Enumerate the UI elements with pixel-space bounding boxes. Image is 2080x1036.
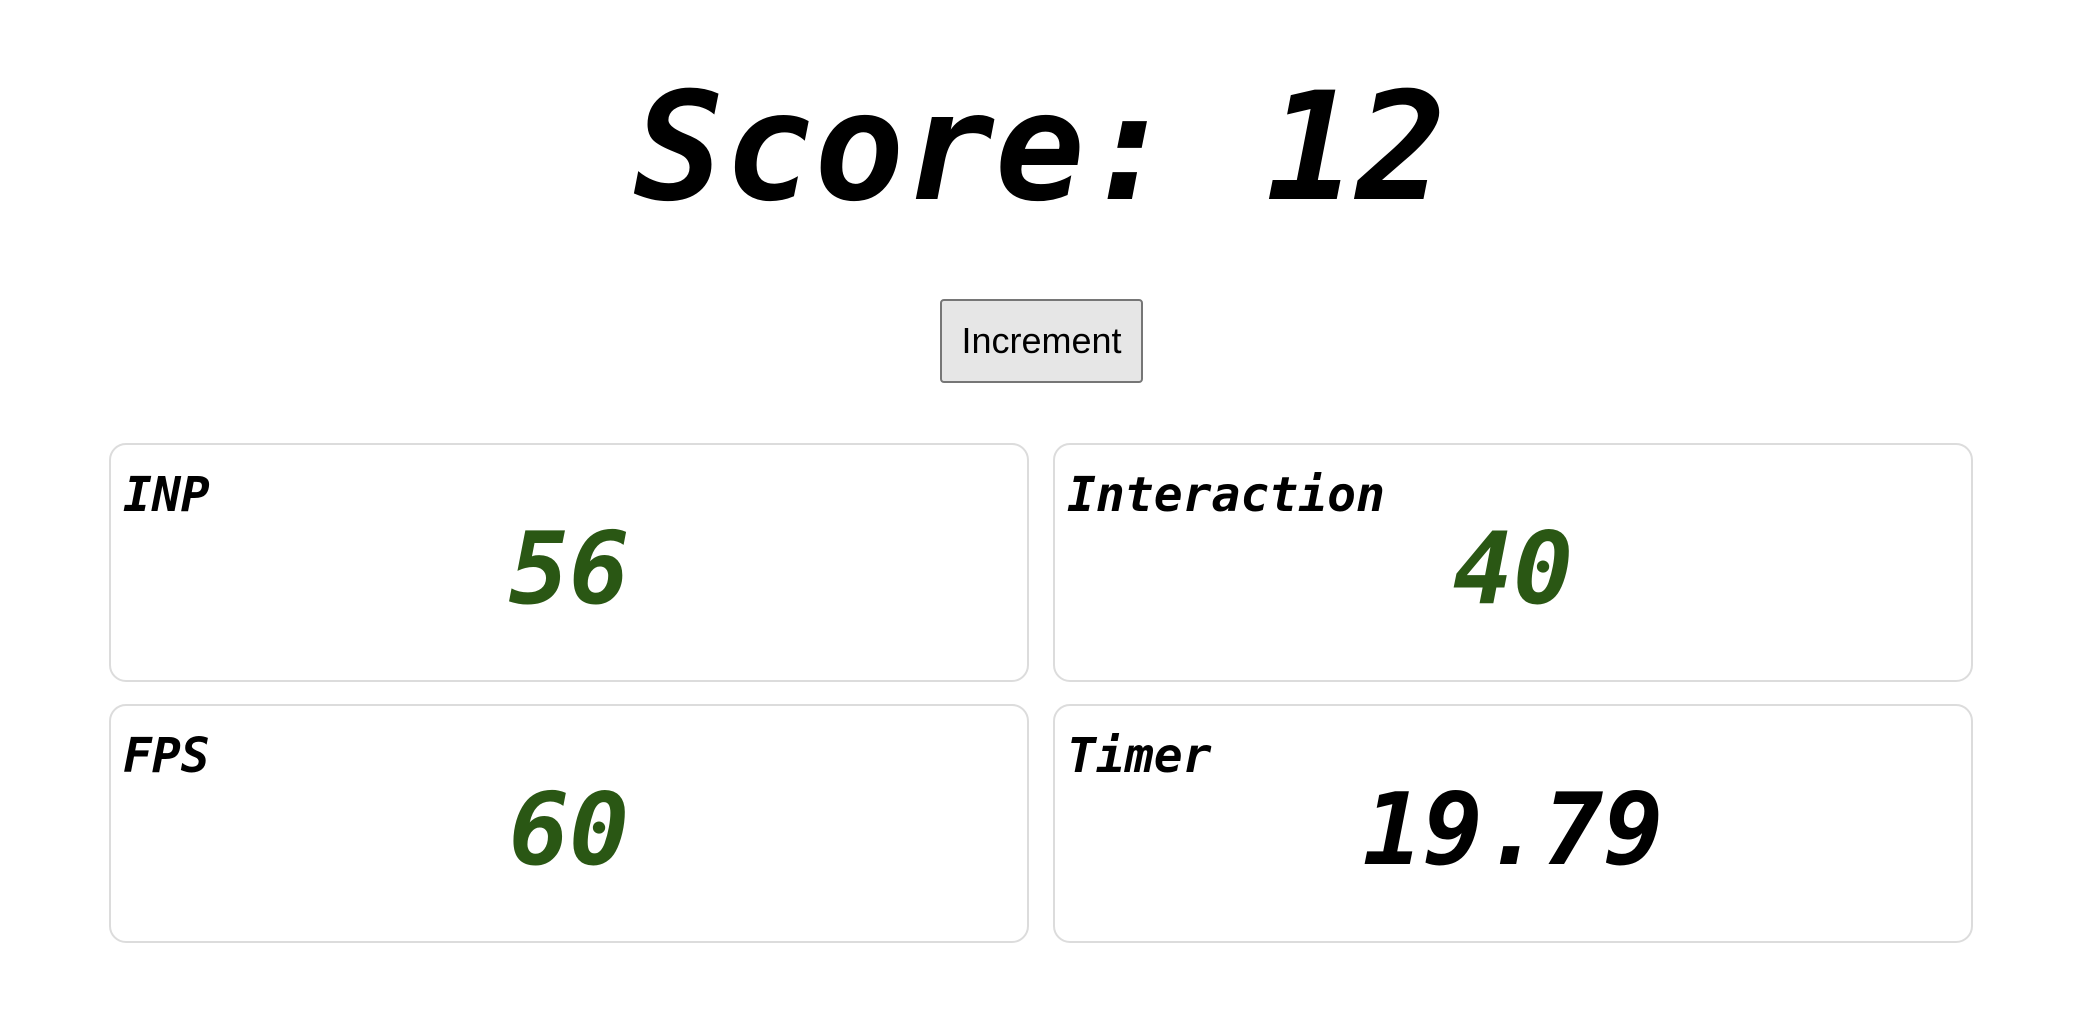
metric-value: 60 (508, 771, 630, 888)
metric-value: 19.79 (1362, 771, 1664, 888)
metric-card-timer: Timer 19.79 (1053, 704, 1973, 943)
metric-label: Interaction (1067, 467, 1385, 523)
metric-value: 56 (508, 510, 630, 627)
increment-button[interactable]: Increment (940, 299, 1143, 383)
metric-label: Timer (1067, 728, 1212, 784)
metric-card-inp: INP 56 (109, 443, 1029, 682)
metric-label: FPS (123, 728, 210, 784)
metric-value: 40 (1452, 510, 1574, 627)
score-title: Score: 12 (633, 61, 1447, 235)
metric-label: INP (123, 467, 210, 523)
metric-card-fps: FPS 60 (109, 704, 1029, 943)
metric-card-interaction: Interaction 40 (1053, 443, 1973, 682)
